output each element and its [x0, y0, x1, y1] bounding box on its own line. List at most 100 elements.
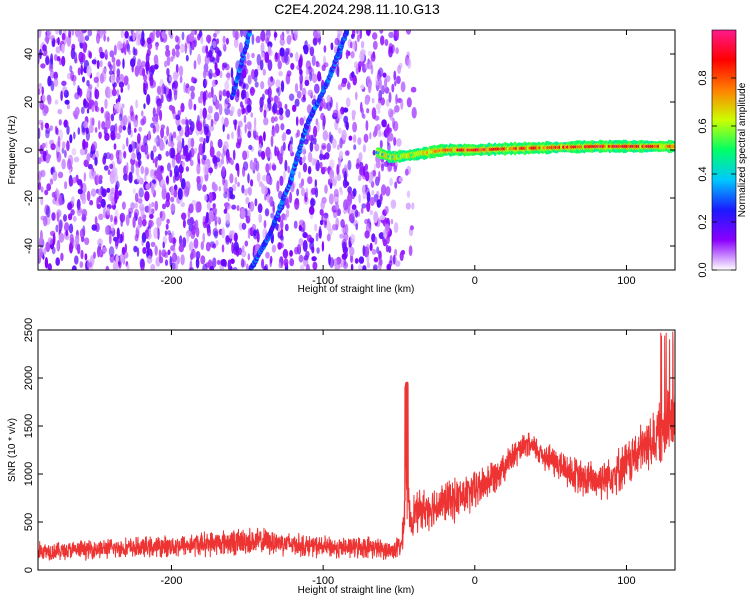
noise-cell [110, 73, 116, 84]
noise-cell [46, 153, 52, 160]
noise-cell [180, 254, 185, 266]
noise-cell [309, 72, 313, 82]
noise-cell [283, 170, 286, 181]
noise-cell [319, 208, 324, 216]
noise-cell [129, 105, 134, 117]
noise-cell [75, 174, 79, 183]
noise-cell [329, 175, 335, 184]
noise-cell [223, 62, 228, 69]
noise-cell [348, 213, 353, 222]
noise-cell [209, 124, 215, 132]
noise-cell [253, 117, 257, 129]
noise-cell [187, 137, 192, 149]
noise-cell [164, 230, 168, 236]
noise-cell [159, 85, 164, 97]
noise-cell [115, 180, 120, 190]
noise-cell [194, 39, 197, 48]
noise-cell [336, 164, 340, 176]
noise-cell [375, 161, 381, 169]
noise-cell [61, 32, 66, 41]
noise-cell [381, 85, 385, 95]
noise-cell [253, 75, 258, 82]
noise-cell [190, 121, 195, 132]
spectrogram-ytick-label: 0 [23, 147, 35, 153]
noise-cell [221, 227, 225, 239]
noise-cell [198, 30, 203, 38]
noise-cell [360, 84, 365, 90]
noise-cell [383, 161, 389, 168]
noise-cell [99, 73, 104, 84]
noise-cell [257, 203, 263, 214]
noise-cell [93, 251, 96, 259]
noise-cell [107, 36, 110, 42]
noise-cell [316, 247, 320, 254]
noise-cell [86, 190, 91, 202]
noise-cell [363, 133, 369, 143]
noise-cell [178, 244, 184, 253]
noise-cell [197, 152, 200, 164]
noise-cell [380, 192, 383, 205]
noise-cell [83, 121, 89, 129]
noise-cell [205, 211, 209, 224]
noise-cell [70, 209, 75, 216]
noise-cell [102, 247, 108, 253]
noise-cell [215, 239, 219, 247]
noise-cell [294, 83, 299, 93]
noise-cell [362, 265, 367, 270]
noise-cell [152, 158, 155, 164]
noise-cell [109, 50, 115, 58]
noise-cell [302, 162, 308, 173]
noise-cell [115, 132, 121, 140]
noise-cell [231, 204, 237, 210]
noise-cell [118, 81, 125, 88]
noise-cell [137, 198, 143, 204]
noise-cell [371, 248, 377, 255]
noise-cell [80, 106, 85, 115]
noise-cell [254, 68, 259, 78]
noise-cell [160, 124, 166, 130]
noise-cell [329, 159, 335, 169]
noise-cell [256, 64, 261, 71]
noise-cell [343, 115, 349, 124]
noise-cell [211, 181, 216, 191]
noise-cell [321, 64, 326, 72]
noise-cell [145, 241, 150, 251]
noise-cell [202, 263, 208, 270]
noise-cell [336, 208, 342, 217]
noise-cell [352, 134, 357, 143]
noise-cell [392, 117, 395, 129]
noise-cell [373, 211, 379, 224]
noise-cell [149, 66, 154, 77]
noise-cell [88, 51, 92, 59]
noise-cell [358, 193, 361, 204]
spectrogram-streaks [229, 30, 350, 270]
noise-cell [196, 175, 201, 184]
noise-cell [165, 49, 171, 58]
noise-cell [152, 107, 156, 117]
noise-cell [81, 195, 87, 205]
noise-cell [352, 188, 357, 197]
noise-cell [281, 213, 286, 221]
noise-cell [347, 80, 350, 89]
noise-cell [264, 51, 270, 63]
noise-cell [366, 59, 373, 70]
noise-cell [84, 237, 90, 245]
noise-cell [305, 264, 310, 270]
noise-cell [160, 127, 165, 139]
noise-cell [100, 198, 106, 208]
noise-cell [48, 64, 54, 72]
noise-cell [40, 196, 44, 206]
noise-cell [193, 147, 198, 154]
noise-cell [72, 80, 76, 86]
noise-cell [279, 114, 284, 121]
noise-cell [53, 77, 59, 87]
noise-cell [141, 30, 145, 41]
noise-cell [285, 128, 291, 135]
noise-cell [357, 137, 362, 146]
noise-cell [120, 252, 125, 264]
noise-cell [237, 181, 240, 187]
noise-cell [214, 158, 218, 167]
noise-cell [189, 43, 192, 56]
noise-cell [315, 232, 319, 242]
noise-cell [323, 219, 327, 229]
